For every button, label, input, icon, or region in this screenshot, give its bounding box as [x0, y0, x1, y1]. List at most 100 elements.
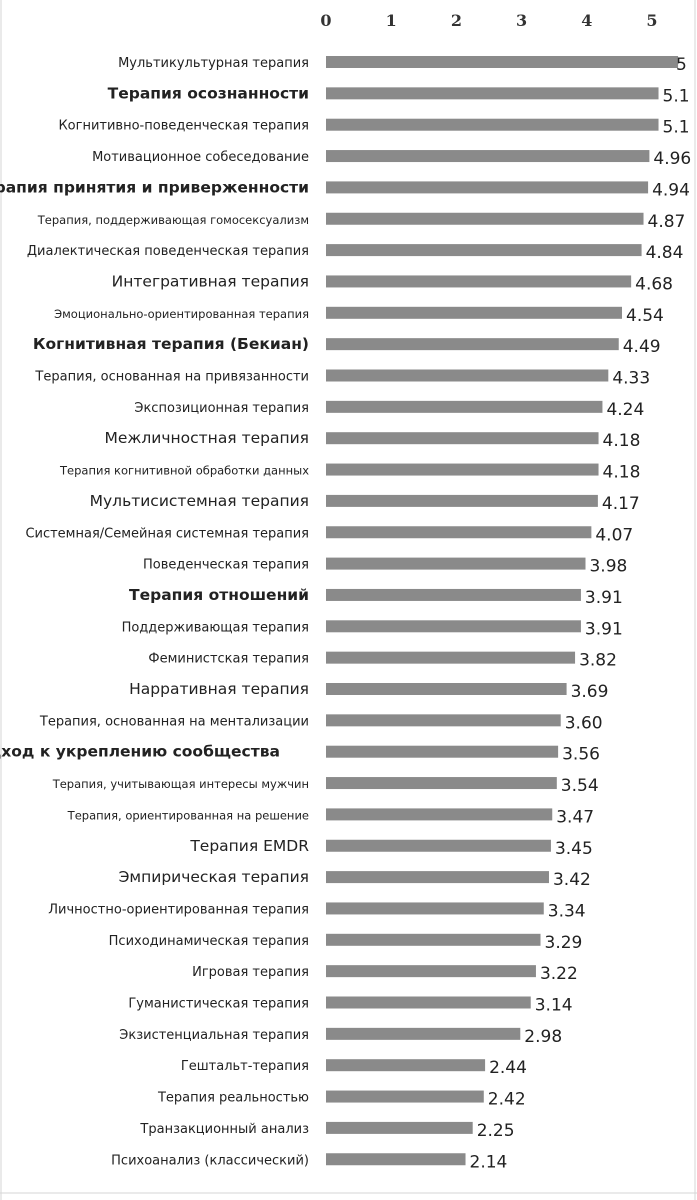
category-label: Поддерживающая терапия [122, 620, 309, 635]
bar [326, 494, 598, 507]
category-label: Эмпирическая терапия [119, 868, 309, 886]
bar-row: Терапия, основанная на привязанности 4.33 [34, 369, 650, 389]
bar [326, 839, 551, 852]
bar-row: Терапия, основанная на ментализации 3.60 [39, 713, 603, 733]
bar-row: Терапия отношений 3.91 [129, 586, 623, 608]
bar [326, 87, 659, 100]
category-label: Когнитивно-поведенческая терапия [58, 119, 309, 134]
category-label: Терапия EMDR [189, 837, 309, 855]
data-value-label: 4.33 [612, 369, 650, 389]
data-value-label: 3.47 [556, 807, 594, 827]
bar-row: Мультисистемная терапия 4.17 [90, 492, 640, 514]
bar-row: Когнитивная терапия (Бекиан) 4.49 [33, 335, 661, 357]
bar-row: Терапия реальностью 2.42 [157, 1090, 526, 1110]
bar [326, 56, 679, 68]
bar-row: Диалектическая поведенческая терапия 4.84 [27, 243, 684, 263]
data-value-label: 2.14 [470, 1152, 508, 1172]
data-value-label: 3.82 [579, 651, 617, 671]
data-value-label: 5.1 [663, 86, 690, 106]
category-label: Терапия реальностью [157, 1091, 309, 1106]
category-label: Гештальт-терапия [181, 1059, 309, 1074]
bar-row: Феминистская терапия 3.82 [148, 651, 617, 671]
bar [326, 902, 544, 915]
bar-row: Поддерживающая терапия 3.91 [122, 619, 623, 639]
x-axis-ticks: 0 1 2 3 4 5 [320, 11, 657, 30]
category-label: Феминистская терапия [148, 652, 309, 667]
data-value-label: 2.98 [524, 1027, 562, 1047]
data-value-label: 4.96 [653, 149, 691, 169]
category-label: Межличностная терапия [105, 429, 310, 447]
category-label: Психодинамическая терапия [109, 934, 309, 949]
category-label: Когнитивная терапия (Бекиан) [33, 335, 309, 353]
bar-row: Терапия, учитывающая интересы мужчин 3.54 [52, 776, 599, 796]
x-tick-label: 5 [646, 11, 657, 30]
category-label: Эмоционально-ориентированная терапия [54, 307, 309, 321]
category-label: Мотивационное собеседование [92, 150, 309, 165]
bar-row: Психодинамическая терапия 3.29 [109, 933, 583, 953]
bar [326, 400, 603, 413]
x-tick-label: 1 [386, 11, 397, 30]
bar [326, 933, 541, 946]
bar [326, 275, 632, 288]
bar [326, 1027, 521, 1040]
data-value-label: 5.1 [663, 118, 690, 138]
data-value-label: 3.98 [589, 557, 627, 577]
data-value-label: 3.45 [555, 839, 593, 859]
data-value-label: 4.24 [606, 400, 644, 420]
data-value-label: 3.91 [585, 619, 623, 639]
bar-row: Поведенческая терапия 3.98 [143, 557, 627, 577]
bar [326, 463, 599, 476]
bar-row: Интегративная терапия 4.68 [112, 272, 673, 294]
bar [326, 338, 619, 351]
data-value-label: 3.91 [585, 588, 623, 608]
bar [326, 871, 549, 884]
bar [326, 1153, 466, 1166]
bar [326, 244, 642, 257]
bar-row: Мультикультурная терапия 5 [118, 55, 687, 75]
bar-row: Нарративная терапия 3.69 [129, 680, 608, 702]
x-tick-label: 3 [516, 11, 527, 30]
category-label: Диалектическая поведенческая терапия [27, 244, 309, 259]
data-value-label: 4.18 [603, 463, 641, 483]
category-label: Экзистенциальная терапия [119, 1028, 309, 1043]
category-label: Системная/Семейная системная терапия [25, 526, 309, 541]
category-label: Подход к укреплению сообщества [0, 743, 280, 761]
bar [326, 620, 581, 633]
category-label: Терапия осознанности [108, 84, 309, 102]
data-value-label: 4.84 [646, 243, 684, 263]
bar [326, 181, 649, 194]
bar [326, 965, 536, 978]
data-value-label: 3.29 [545, 933, 583, 953]
x-tick-label: 2 [451, 11, 462, 30]
bar-row: Когнитивно-поведенческая терапия 5.1 [58, 118, 689, 138]
category-label: Терапия отношений [129, 586, 309, 604]
bar [326, 118, 659, 131]
category-label: Терапия принятия и приверженности [0, 178, 309, 196]
bar-row: Терапия, поддерживающая гомосексуализм 4.… [37, 212, 686, 232]
category-label: Интегративная терапия [112, 272, 309, 290]
bar [326, 808, 553, 821]
bar [326, 369, 609, 382]
bar [326, 526, 592, 539]
data-value-label: 3.69 [571, 682, 609, 702]
bar-row: Подход к укреплению сообщества 3.56 [0, 743, 600, 765]
bar [326, 714, 561, 727]
bar [326, 212, 644, 225]
bar-row: Транзакционный анализ 2.25 [139, 1121, 514, 1141]
bar [326, 588, 581, 601]
category-label: Поведенческая терапия [143, 558, 309, 573]
bar [326, 1059, 486, 1072]
bar-row: Терапия когнитивной обработки данных 4.18 [59, 463, 640, 483]
data-value-label: 4.68 [635, 274, 673, 294]
data-value-label: 3.14 [535, 996, 573, 1016]
data-value-label: 4.17 [602, 494, 640, 514]
data-value-label: 4.94 [652, 180, 690, 200]
bar [326, 683, 567, 695]
bar [326, 306, 623, 319]
data-value-label: 4.87 [648, 212, 686, 232]
bar [326, 150, 650, 163]
bar [326, 432, 599, 445]
data-value-label: 3.42 [553, 870, 591, 890]
data-value-label: 3.56 [562, 745, 600, 765]
